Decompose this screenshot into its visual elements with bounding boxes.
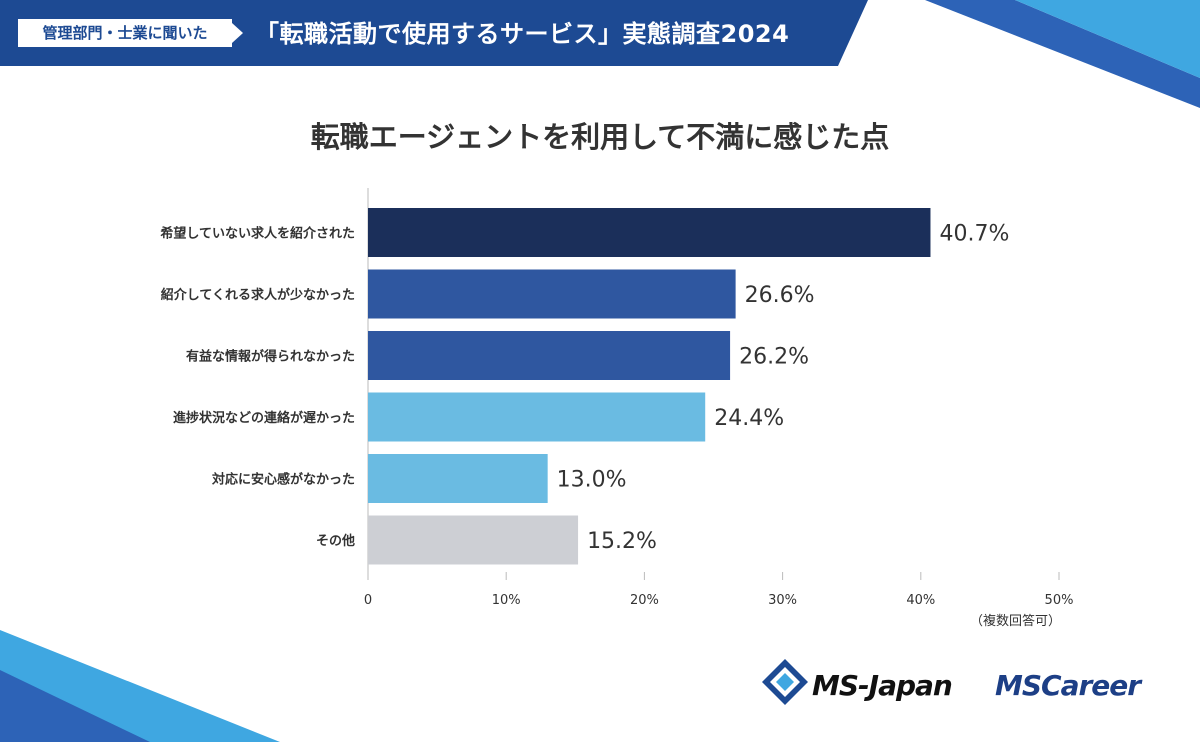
bar	[368, 515, 579, 565]
value-label: 40.7%	[939, 222, 1009, 247]
x-tick-label: 50%	[1045, 593, 1074, 608]
bar	[368, 269, 736, 319]
multiple-answer-note: （複数回答可）	[970, 614, 1062, 629]
bar	[368, 392, 706, 442]
ms-career-logo: MSCareer	[995, 669, 1141, 702]
category-label: 希望していない求人を紹介された	[160, 226, 355, 242]
value-label: 26.2%	[739, 345, 809, 370]
ms-japan-logo-icon	[762, 659, 808, 705]
x-tick-label: 0	[364, 593, 372, 608]
corner-decoration	[0, 630, 280, 742]
bar	[368, 331, 731, 380]
header-banner: 管理部門・士業に聞いた 「転職活動で使用するサービス」実態調査2024	[0, 0, 1200, 108]
x-tick-label: 40%	[906, 593, 935, 608]
category-label: 紹介してくれる求人が少なかった	[161, 287, 355, 303]
category-label: 有益な情報が得られなかった	[186, 349, 355, 365]
value-label: 24.4%	[714, 406, 784, 431]
bar	[368, 208, 931, 257]
chart-title: 転職エージェントを利用して不満に感じた点	[310, 120, 890, 154]
bar	[368, 454, 548, 503]
category-label: 対応に安心感がなかった	[211, 472, 355, 488]
tag-arrow-icon	[232, 23, 243, 43]
survey-title: 「転職活動で使用するサービス」実態調査2024	[255, 20, 790, 48]
category-label: その他	[316, 533, 355, 549]
value-label: 15.2%	[587, 529, 657, 554]
banner-background	[0, 0, 1200, 108]
category-label: 進捗状況などの連絡が遅かった	[173, 410, 355, 426]
x-tick-label: 10%	[492, 593, 521, 608]
x-tick-label: 20%	[630, 593, 659, 608]
survey-tag: 管理部門・士業に聞いた	[18, 19, 232, 47]
value-label: 26.6%	[745, 283, 815, 308]
value-label: 13.0%	[557, 468, 627, 493]
x-tick-label: 30%	[768, 593, 797, 608]
ms-japan-logo: MS-Japan	[812, 669, 953, 702]
